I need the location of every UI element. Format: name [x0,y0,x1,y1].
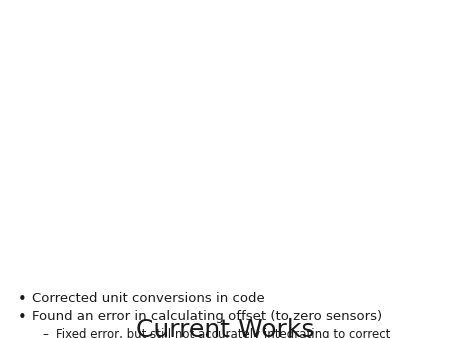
Text: •: • [18,310,27,325]
Text: Current Works: Current Works [136,318,314,338]
Text: Found an error in calculating offset (to zero sensors): Found an error in calculating offset (to… [32,310,382,323]
Text: •: • [18,292,27,307]
Text: –: – [42,328,48,338]
Text: Fixed error, but still not accurately integrating to correct: Fixed error, but still not accurately in… [56,328,391,338]
Text: Corrected unit conversions in code: Corrected unit conversions in code [32,292,265,305]
